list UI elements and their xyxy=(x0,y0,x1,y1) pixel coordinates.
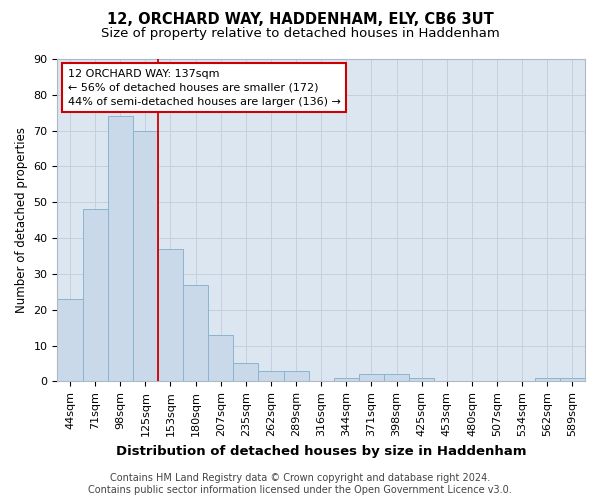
Bar xyxy=(158,249,183,382)
Bar xyxy=(284,370,308,382)
Text: Size of property relative to detached houses in Haddenham: Size of property relative to detached ho… xyxy=(101,28,499,40)
Bar xyxy=(560,378,585,382)
Text: 12, ORCHARD WAY, HADDENHAM, ELY, CB6 3UT: 12, ORCHARD WAY, HADDENHAM, ELY, CB6 3UT xyxy=(107,12,493,28)
Bar xyxy=(359,374,384,382)
Bar xyxy=(183,284,208,382)
Bar xyxy=(233,364,259,382)
Text: 12 ORCHARD WAY: 137sqm
← 56% of detached houses are smaller (172)
44% of semi-de: 12 ORCHARD WAY: 137sqm ← 56% of detached… xyxy=(68,68,341,106)
Bar xyxy=(107,116,133,382)
Bar xyxy=(409,378,434,382)
Y-axis label: Number of detached properties: Number of detached properties xyxy=(15,127,28,313)
Bar xyxy=(259,370,284,382)
Bar xyxy=(208,335,233,382)
Bar xyxy=(334,378,359,382)
Bar xyxy=(58,299,83,382)
Bar xyxy=(535,378,560,382)
Text: Contains HM Land Registry data © Crown copyright and database right 2024.
Contai: Contains HM Land Registry data © Crown c… xyxy=(88,474,512,495)
Bar xyxy=(384,374,409,382)
X-axis label: Distribution of detached houses by size in Haddenham: Distribution of detached houses by size … xyxy=(116,444,526,458)
Bar xyxy=(133,130,158,382)
Bar xyxy=(83,210,107,382)
